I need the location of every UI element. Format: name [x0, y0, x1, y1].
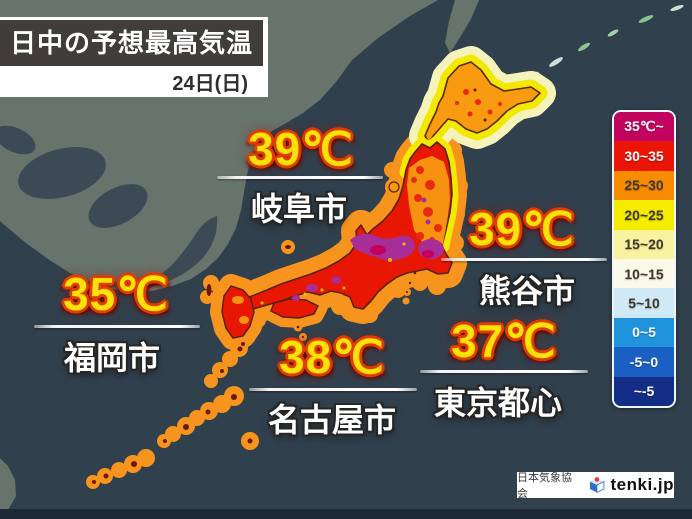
pointer-line-kumagaya — [441, 258, 607, 261]
callout-kumagaya: 39℃ — [442, 202, 602, 256]
legend-item-30-35: 30~35 — [614, 141, 674, 171]
legend-item-35plus: 35℃~ — [614, 112, 674, 142]
magenta-hotspots — [292, 197, 444, 301]
city-tokyo: 東京都心 — [433, 385, 562, 421]
temp-gifu: 39℃ — [248, 123, 354, 175]
legend-item-25-30: 25~30 — [614, 170, 674, 201]
kyushu — [221, 285, 255, 339]
pointer-line-gifu — [217, 176, 383, 179]
temp-fukuoka: 35℃ — [63, 268, 169, 320]
pointer-line-nagoya — [249, 388, 417, 391]
city-fukuoka: 福岡市 — [63, 340, 160, 376]
legend-item-minus5-0: -5~0 — [614, 347, 674, 377]
temperature-legend: 35℃~ 30~35 25~30 20~25 15~20 10~15 5~10 … — [612, 110, 676, 408]
city-fukuoka-wrap: 福岡市 — [27, 333, 197, 379]
pointer-line-tokyo — [420, 370, 588, 373]
forecast-date: 24日(日) — [172, 73, 248, 95]
callout-gifu: 39℃ — [221, 122, 381, 176]
legend-item-5-10: 5~10 — [614, 288, 674, 318]
callout-fukuoka: 35℃ — [36, 267, 196, 321]
pointer-line-fukuoka — [34, 325, 200, 328]
honshu — [226, 141, 453, 314]
legend-item-10-15: 10~15 — [614, 258, 674, 289]
legend-item-below-minus5: ~-5 — [614, 376, 674, 406]
taiwan — [0, 458, 16, 514]
temp-tokyo: 37℃ — [451, 315, 557, 367]
agency-name: 日本気象協会 — [517, 472, 572, 500]
bottom-strip — [0, 509, 692, 519]
legend-item-15-20: 15~20 — [614, 229, 674, 259]
tenki-logo-box: 日本気象協会 tenki.jp — [517, 472, 674, 500]
city-gifu-wrap: 岐阜市 — [214, 184, 384, 230]
temp-kumagaya: 39℃ — [469, 203, 575, 255]
callout-nagoya: 38℃ — [252, 330, 412, 384]
continent-inlets — [0, 125, 218, 292]
city-nagoya: 名古屋市 — [267, 402, 396, 438]
hokkaido — [409, 46, 556, 158]
city-tokyo-wrap: 東京都心 — [413, 378, 583, 424]
city-kumagaya-wrap: 熊谷市 — [442, 266, 612, 312]
shikoku — [270, 298, 320, 319]
tenki-cube-icon — [589, 477, 604, 494]
kyushu-orange-patches — [232, 296, 249, 324]
title-banner: 日中の予想最高気温 24日(日) — [0, 17, 268, 97]
legend-item-0-5: 0~5 — [614, 317, 674, 348]
page-title: 日中の予想最高気温 — [0, 20, 263, 66]
sakhalin — [445, 0, 479, 53]
legend-item-20-25: 20~25 — [614, 200, 674, 230]
sado-island — [388, 181, 400, 193]
city-nagoya-wrap: 名古屋市 — [247, 395, 417, 441]
brand-name: tenki.jp — [610, 475, 674, 494]
temp-nagoya: 38℃ — [279, 331, 385, 383]
nansei-island-cores — [92, 245, 417, 484]
city-kumagaya: 熊谷市 — [478, 273, 575, 309]
city-gifu: 岐阜市 — [250, 191, 347, 227]
callout-tokyo: 37℃ — [424, 314, 584, 368]
terrain-speckles — [260, 242, 406, 305]
